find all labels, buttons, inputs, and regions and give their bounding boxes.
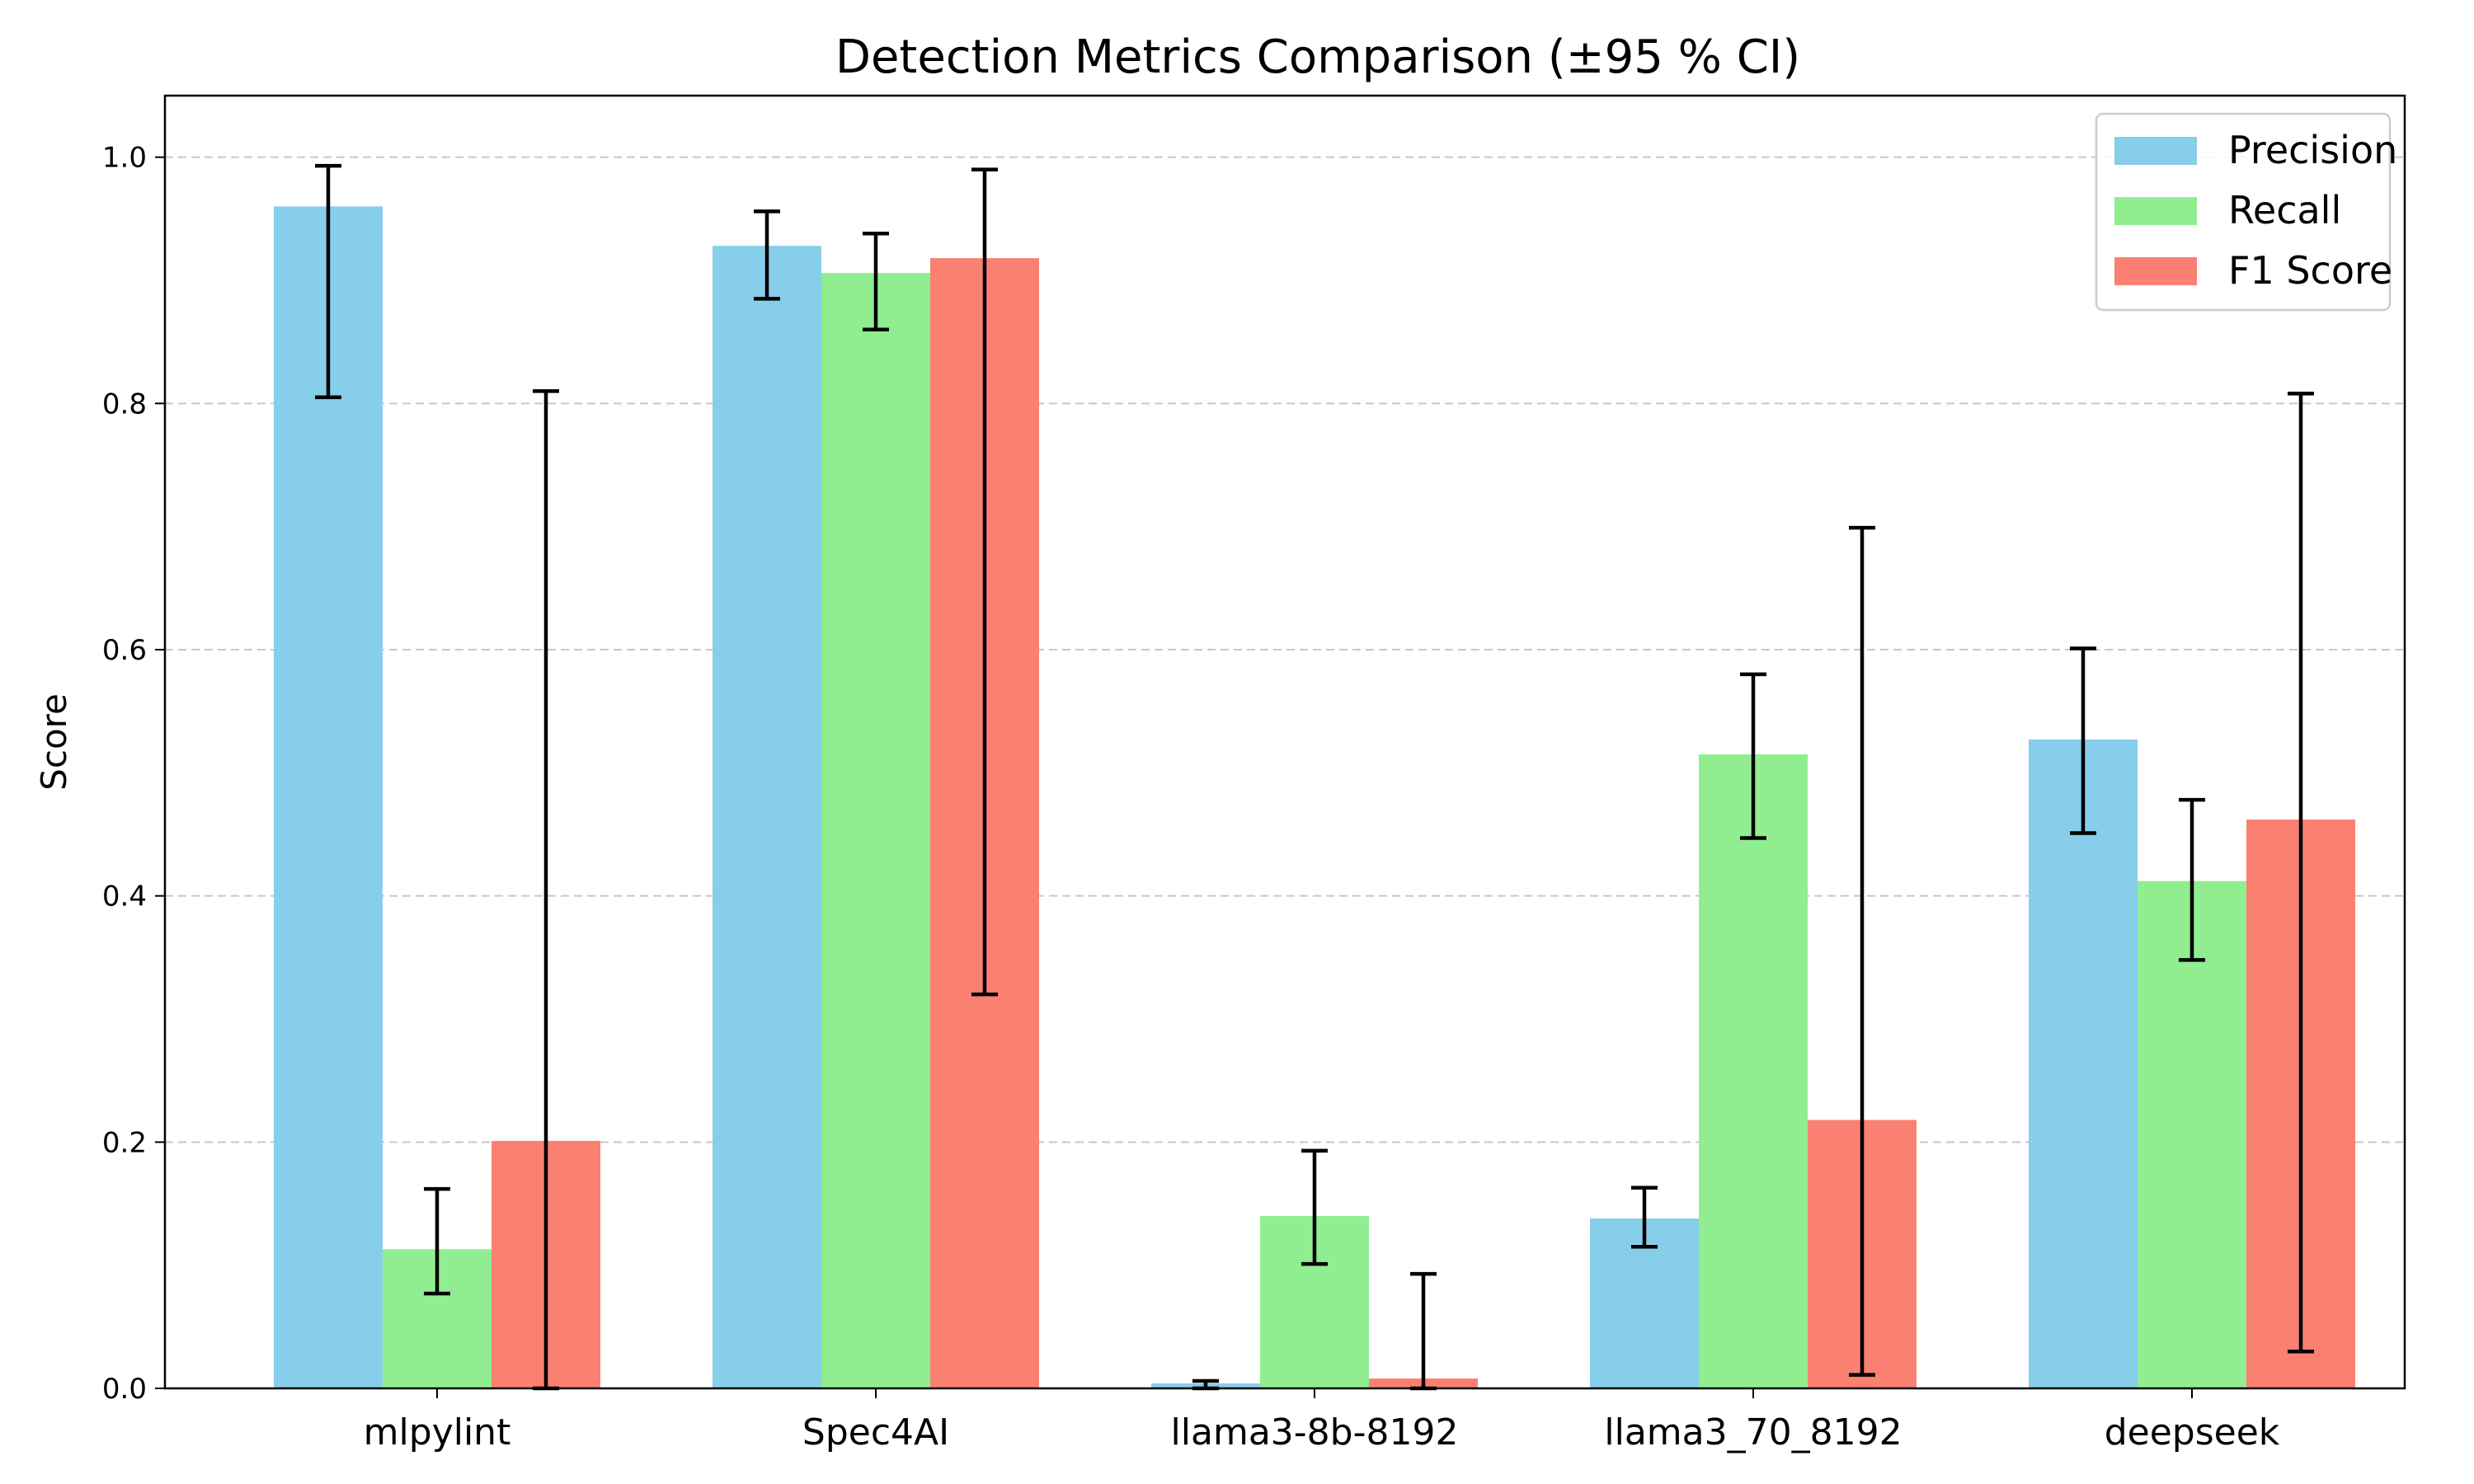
bar-recall: [821, 273, 930, 1388]
y-axis-label: Score: [34, 693, 74, 791]
legend-label: F1 Score: [2228, 248, 2392, 293]
x-tick-label: mlpylint: [364, 1411, 511, 1453]
y-tick-label: 1.0: [102, 142, 147, 175]
y-tick-label: 0.2: [102, 1126, 147, 1159]
legend-label: Precision: [2228, 128, 2397, 172]
y-axis: 0.0 0.2 0.4 0.6 0.8 1.0: [102, 142, 165, 1406]
x-axis: mlpylint Spec4AI llama3-8b-8192 llama3_70_8…: [364, 1388, 2280, 1453]
plot-frame: [163, 94, 2406, 1390]
bar-recall: [1699, 754, 1808, 1388]
legend-swatch: [2114, 257, 2197, 285]
y-tick-label: 0.8: [102, 387, 147, 420]
legend: Precision Recall F1 Score: [2095, 112, 2397, 312]
bar-precision: [2029, 740, 2138, 1388]
y-tick-label: 0.6: [102, 634, 147, 667]
bar-precision: [713, 246, 821, 1389]
y-tick-label: 0.0: [102, 1373, 147, 1406]
bar-recall: [2138, 881, 2246, 1388]
error-bars: [315, 163, 2314, 1391]
x-tick-label: llama3_70_8192: [1604, 1411, 1902, 1453]
x-tick-label: deepseek: [2105, 1411, 2280, 1453]
x-tick-label: llama3-8b-8192: [1171, 1411, 1459, 1453]
chart-title: Detection Metrics Comparison (±95 % CI): [835, 31, 1800, 84]
x-tick-label: Spec4AI: [802, 1411, 949, 1453]
legend-swatch: [2114, 197, 2197, 225]
bar-precision: [274, 206, 383, 1388]
legend-swatch: [2114, 137, 2197, 165]
legend-label: Recall: [2228, 188, 2341, 232]
y-tick-label: 0.4: [102, 881, 147, 913]
